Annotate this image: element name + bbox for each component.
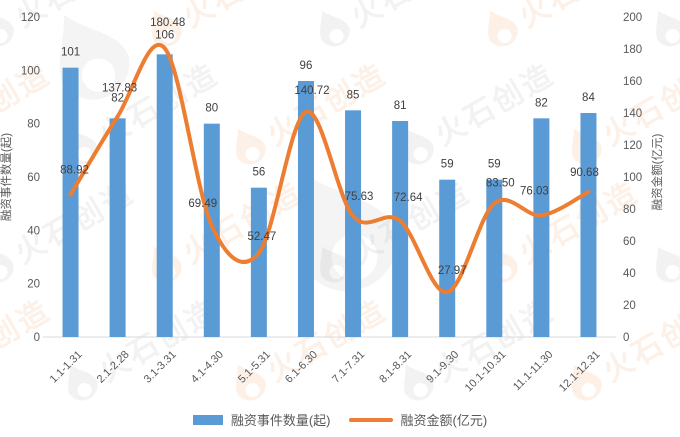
line-data-label: 180.48 xyxy=(150,17,185,29)
right-axis-tick-label: 80 xyxy=(623,204,636,216)
left-axis-tick-label: 40 xyxy=(27,225,40,237)
left-axis-tick-label: 0 xyxy=(34,332,40,344)
x-axis-category-label: 11.1-11.30 xyxy=(511,349,556,394)
bar-data-label: 59 xyxy=(441,159,454,171)
right-axis-tick-label: 20 xyxy=(623,300,636,312)
line-data-label: 52.47 xyxy=(247,231,276,243)
left-axis-title: 融资事件数量(起) xyxy=(0,133,13,221)
right-axis-tick-label: 60 xyxy=(623,236,636,248)
right-axis-tick-label: 40 xyxy=(623,268,636,280)
bar-data-label: 82 xyxy=(111,92,124,104)
bar-data-label: 106 xyxy=(155,29,174,41)
line-data-label: 72.64 xyxy=(394,192,423,204)
bar xyxy=(345,110,362,337)
line-data-label: 83.50 xyxy=(486,177,515,189)
x-axis-category-label: 3.1-3.31 xyxy=(142,349,179,386)
right-axis-tick-label: 200 xyxy=(623,12,642,24)
bar xyxy=(439,179,456,337)
bar-data-label: 101 xyxy=(61,47,80,59)
left-axis-tick-label: 20 xyxy=(27,279,40,291)
x-axis-category-label: 2.1-2.28 xyxy=(95,349,132,386)
bar-data-label: 82 xyxy=(535,97,548,109)
left-axis-tick-label: 60 xyxy=(27,172,40,184)
bar-data-label: 59 xyxy=(488,159,501,171)
bar-data-label: 85 xyxy=(347,89,360,101)
bar xyxy=(580,113,597,337)
left-axis-tick-label: 100 xyxy=(21,65,40,77)
line-data-label: 69.49 xyxy=(188,198,217,210)
right-axis-title: 融资金额(亿元) xyxy=(650,134,664,211)
x-axis-category-label: 10.1-10.31 xyxy=(463,349,509,395)
x-axis-category-label: 1.1-1.31 xyxy=(48,349,85,386)
right-axis-tick-label: 0 xyxy=(623,332,629,344)
legend-line-swatch-icon xyxy=(348,418,393,422)
x-axis-category-label: 5.1-5.31 xyxy=(236,349,273,386)
x-axis-category-label: 12.1-12.31 xyxy=(557,349,603,395)
bar xyxy=(156,54,173,337)
right-axis-tick-label: 180 xyxy=(623,44,642,56)
bar xyxy=(392,121,409,337)
bar xyxy=(533,118,550,337)
right-axis-tick-label: 120 xyxy=(623,140,642,152)
bar xyxy=(109,118,126,337)
legend-line-label: 融资金额(亿元) xyxy=(400,412,488,428)
x-axis-category-label: 4.1-4.30 xyxy=(189,349,226,386)
left-axis-tick-label: 80 xyxy=(27,119,40,131)
line-data-label: 137.83 xyxy=(102,82,137,94)
line-data-label: 88.92 xyxy=(60,165,89,177)
bar xyxy=(297,81,314,337)
line-data-label: 75.63 xyxy=(345,191,374,203)
line-data-label: 90.68 xyxy=(570,167,599,179)
chart-legend: 融资事件数量(起) 融资金额(亿元) xyxy=(0,411,680,429)
line-data-label: 27.97 xyxy=(438,265,467,277)
x-axis-category-label: 8.1-8.31 xyxy=(377,349,414,386)
line-data-label: 76.03 xyxy=(520,185,549,197)
bar-data-label: 56 xyxy=(252,167,265,179)
right-axis-tick-label: 140 xyxy=(623,108,642,120)
line-data-label: 140.72 xyxy=(294,85,329,97)
bar xyxy=(62,67,79,338)
legend-bar-label: 融资事件数量(起) xyxy=(230,412,331,428)
bar-data-label: 80 xyxy=(205,103,218,115)
bar-data-label: 84 xyxy=(582,92,595,104)
right-axis-tick-label: 160 xyxy=(623,76,642,88)
right-axis-tick-label: 100 xyxy=(623,172,642,184)
line-series-path xyxy=(68,43,591,295)
x-axis-category-label: 7.1-7.31 xyxy=(330,349,367,386)
left-axis-tick-label: 120 xyxy=(21,12,40,24)
x-axis-category-label: 9.1-9.30 xyxy=(424,349,461,386)
x-axis-category-label: 6.1-6.30 xyxy=(283,349,320,386)
legend-bar-swatch-icon xyxy=(192,415,223,425)
bar-data-label: 96 xyxy=(300,60,313,72)
bar-data-label: 81 xyxy=(394,100,407,112)
bar xyxy=(250,187,267,337)
bar xyxy=(486,179,503,337)
